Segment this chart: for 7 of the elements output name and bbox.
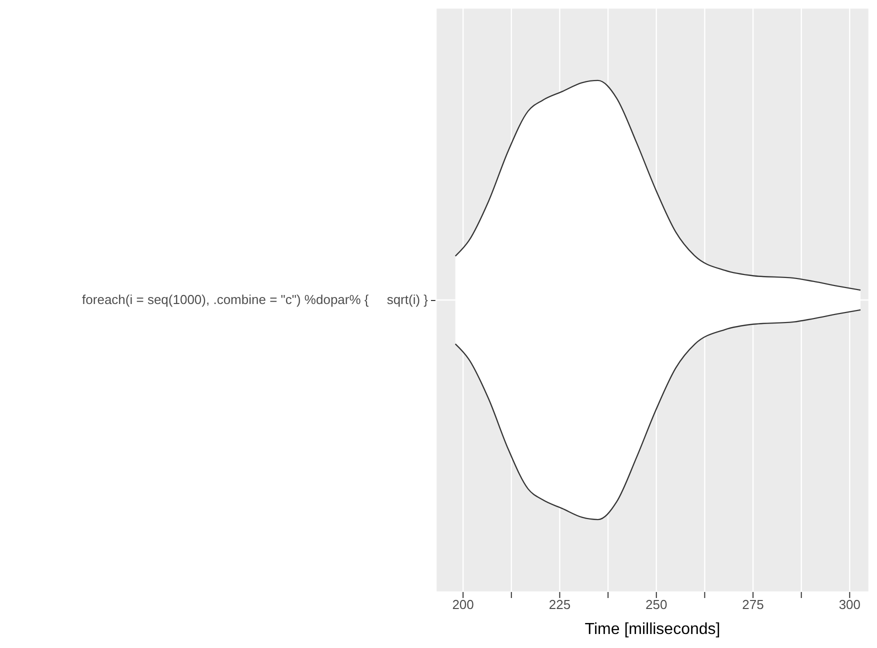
- x-tick-label: 200: [452, 597, 474, 612]
- legend-label: foreach(i = seq(1000), .combine = "c") %dopar% { sqrt(i) }: [82, 291, 428, 309]
- x-tick-label: 275: [742, 597, 764, 612]
- x-tick-label: 225: [548, 597, 571, 612]
- x-axis-title: Time [milliseconds]: [584, 621, 720, 638]
- x-tick-label: 250: [646, 597, 668, 612]
- x-tick-label: 300: [838, 597, 861, 612]
